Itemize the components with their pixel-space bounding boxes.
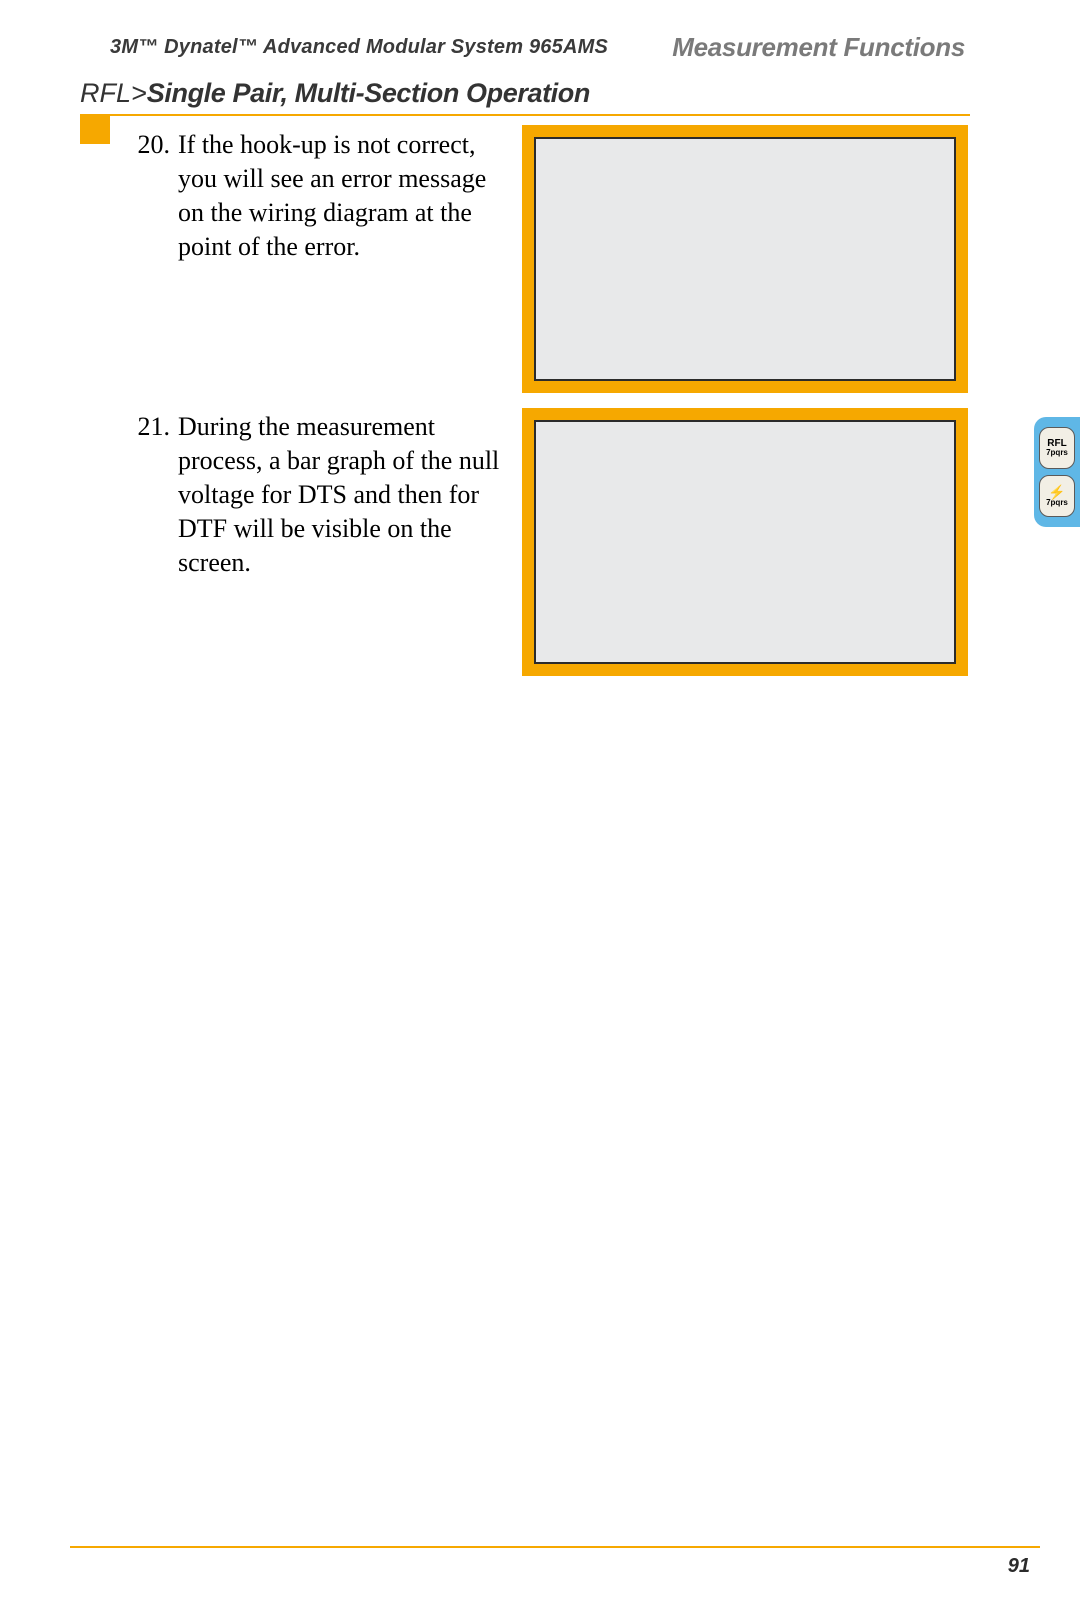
screen-illustration-2-inner: [534, 420, 956, 664]
screen-illustration-1-inner: [534, 137, 956, 381]
breadcrumb-prefix: RFL>: [80, 78, 147, 108]
breadcrumb-title: Single Pair, Multi-Section Operation: [147, 78, 590, 108]
noise-icon: ⚡: [1048, 485, 1065, 499]
footer-rule: [70, 1546, 1040, 1548]
screen-illustration-1: [522, 125, 968, 393]
screen-illustration-2: [522, 408, 968, 676]
step-21-number: 21.: [120, 410, 178, 444]
page-number: 91: [1008, 1555, 1030, 1578]
heading-rule: [80, 114, 970, 116]
header-section: Measurement Functions: [672, 32, 965, 63]
side-button-rfl-sub: 7pqrs: [1046, 449, 1068, 457]
step-21-text: During the measurement process, a bar gr…: [178, 410, 513, 580]
side-button-noise[interactable]: ⚡ 7pqrs: [1039, 475, 1075, 517]
step-21: 21. During the measurement process, a ba…: [120, 410, 513, 580]
header-product: 3M™ Dynatel™ Advanced Modular System 965…: [110, 36, 608, 59]
side-button-noise-sub: 7pqrs: [1046, 499, 1068, 507]
heading-tab: [80, 116, 110, 144]
side-tab: RFL 7pqrs ⚡ 7pqrs: [1034, 417, 1080, 527]
section-heading: RFL>Single Pair, Multi-Section Operation: [80, 78, 970, 109]
step-20: 20. If the hook-up is not correct, you w…: [120, 128, 513, 264]
step-20-text: If the hook-up is not correct, you will …: [178, 128, 513, 264]
side-button-rfl[interactable]: RFL 7pqrs: [1039, 427, 1075, 469]
step-20-number: 20.: [120, 128, 178, 162]
